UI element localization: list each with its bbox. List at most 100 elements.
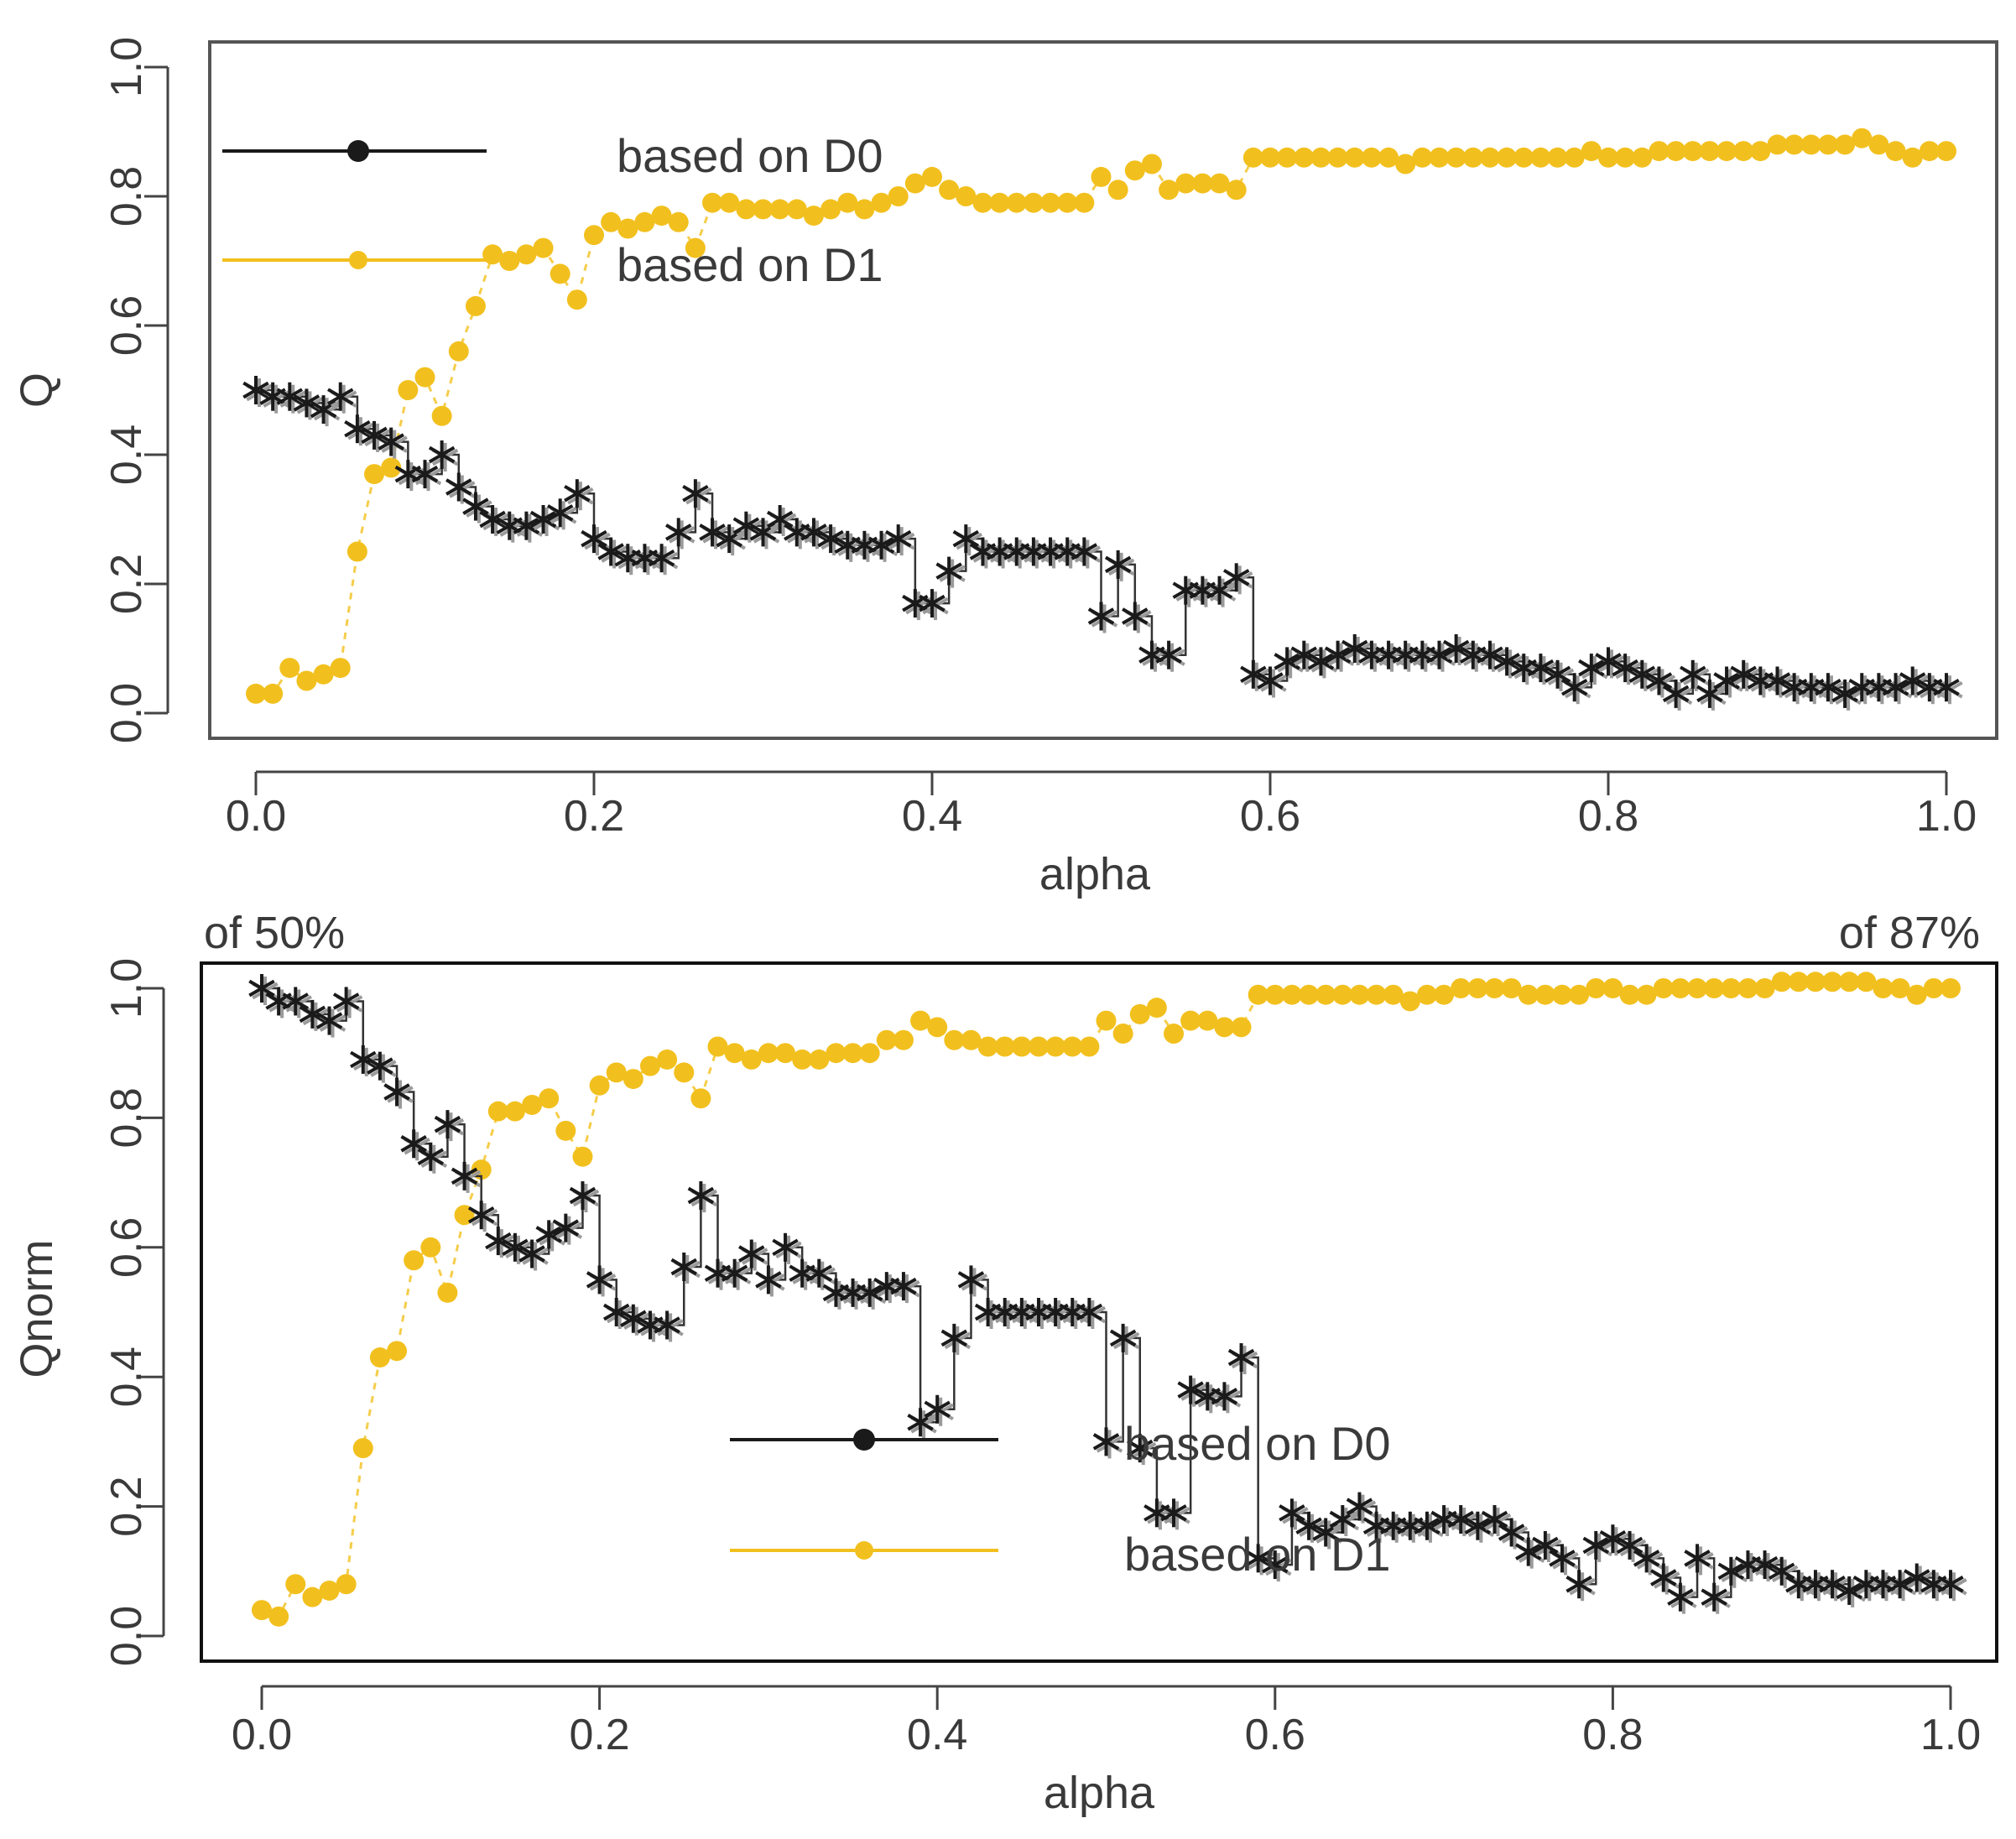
data-point-d1 xyxy=(674,1062,695,1083)
data-point-d1 xyxy=(437,1282,458,1303)
data-point-d1 xyxy=(1817,134,1838,155)
data-point-d0 xyxy=(1819,1570,1849,1602)
asterisk-stroke xyxy=(445,478,472,496)
data-point-d1 xyxy=(1835,134,1856,155)
data-point-d0 xyxy=(1442,634,1473,665)
data-point-d0 xyxy=(367,1051,397,1083)
asterisk-stroke xyxy=(411,465,439,483)
data-point-d1 xyxy=(1632,147,1653,168)
asterisk-stroke xyxy=(400,1135,427,1153)
asterisk-stroke xyxy=(924,1400,951,1419)
asterisk-stroke xyxy=(1633,1550,1660,1567)
data-point-d1 xyxy=(854,199,875,220)
data-point-d1 xyxy=(1586,978,1607,998)
asterisk-stroke xyxy=(428,445,456,464)
data-point-d0 xyxy=(1886,1570,1917,1602)
data-point-d0 xyxy=(315,1006,346,1038)
data-point-d1 xyxy=(736,199,757,220)
data-point-d1 xyxy=(606,1062,627,1083)
x-axis: 0.0 0.2 0.4 0.6 0.8 1.0 xyxy=(232,1685,1981,1759)
asterisk-stroke xyxy=(332,992,360,1010)
asterisk-stroke xyxy=(1087,607,1115,625)
x-tick-label: 1.0 xyxy=(1920,1711,1981,1759)
asterisk-stroke xyxy=(1295,1517,1322,1534)
asterisk-stroke xyxy=(1425,646,1453,664)
data-point-d1 xyxy=(685,237,706,258)
data-point-d1 xyxy=(1399,991,1420,1012)
asterisk-stroke xyxy=(535,1226,562,1243)
data-point-d0 xyxy=(462,492,492,524)
data-point-d1 xyxy=(1497,147,1518,168)
data-point-d0 xyxy=(1346,1492,1377,1524)
asterisk-stroke xyxy=(597,543,624,560)
data-point-d1 xyxy=(617,218,638,239)
asterisk-stroke xyxy=(654,1316,680,1334)
data-point-d0 xyxy=(1425,640,1456,672)
asterisk-stroke xyxy=(682,484,709,503)
data-point-d0 xyxy=(400,1129,430,1161)
data-point-d0 xyxy=(586,1265,617,1297)
data-point-d1 xyxy=(584,225,604,246)
asterisk-stroke xyxy=(546,504,574,522)
data-point-d1 xyxy=(499,251,520,271)
data-point-d1 xyxy=(369,1347,390,1368)
data-point-d0 xyxy=(350,1045,380,1076)
data-point-d1 xyxy=(826,1043,847,1064)
asterisk-stroke xyxy=(1279,1504,1305,1522)
asterisk-stroke xyxy=(564,484,591,503)
asterisk-stroke xyxy=(1549,1550,1576,1567)
asterisk-stroke xyxy=(1612,659,1638,677)
legend: based on D0 based on D1 xyxy=(222,129,883,291)
data-point-d1 xyxy=(927,1017,948,1038)
data-point-d1 xyxy=(859,1043,880,1064)
data-point-d1 xyxy=(1699,141,1720,162)
data-point-d1 xyxy=(1919,141,1940,162)
data-point-d0 xyxy=(552,1213,583,1245)
data-point-d0 xyxy=(1565,1570,1596,1602)
data-point-d1 xyxy=(634,211,655,232)
data-point-d0 xyxy=(1730,659,1760,691)
asterisk-stroke xyxy=(805,1264,833,1282)
data-point-d1 xyxy=(1366,984,1387,1005)
asterisk-stroke xyxy=(1262,1555,1289,1574)
data-point-d0 xyxy=(1481,1505,1512,1537)
data-point-d1 xyxy=(465,295,486,316)
asterisk-stroke xyxy=(434,1115,461,1133)
asterisk-stroke xyxy=(1477,646,1503,664)
data-point-d0 xyxy=(952,524,983,556)
asterisk-stroke xyxy=(1768,1562,1795,1581)
asterisk-stroke xyxy=(1763,672,1791,690)
data-point-d0 xyxy=(772,1232,802,1264)
data-point-d0 xyxy=(1290,640,1321,672)
data-point-d1 xyxy=(1547,147,1568,168)
data-point-d1 xyxy=(1902,147,1923,168)
asterisk-stroke xyxy=(248,979,275,998)
data-point-d1 xyxy=(601,211,622,232)
asterisk-stroke xyxy=(1819,1576,1846,1593)
asterisk-stroke xyxy=(529,510,557,529)
data-point-d1 xyxy=(977,1036,998,1057)
plot-frame xyxy=(200,961,1998,1663)
x-tick-label: 0.2 xyxy=(564,792,624,841)
data-point-d1 xyxy=(1446,147,1466,168)
data-point-d1 xyxy=(657,1049,678,1070)
data-point-d0 xyxy=(1560,673,1591,705)
data-point-d0 xyxy=(1701,1582,1731,1614)
data-point-d0 xyxy=(682,479,712,511)
data-point-d0 xyxy=(1477,640,1507,672)
data-point-d1 xyxy=(904,173,925,194)
asterisk-stroke xyxy=(687,1186,715,1205)
asterisk-stroke xyxy=(1616,1536,1644,1555)
legend-d1-label: based on D1 xyxy=(1124,1528,1391,1581)
data-point-d0 xyxy=(1244,1544,1275,1576)
asterisk-stroke xyxy=(1122,607,1149,625)
data-point-d1 xyxy=(1057,192,1078,213)
asterisk-stroke xyxy=(586,1271,613,1289)
data-point-d0 xyxy=(749,518,780,550)
data-point-d0 xyxy=(467,1201,498,1232)
data-point-d1 xyxy=(414,367,435,388)
asterisk-stroke xyxy=(315,1012,343,1029)
data-point-d1 xyxy=(482,244,503,265)
data-point-d1 xyxy=(1299,984,1320,1005)
